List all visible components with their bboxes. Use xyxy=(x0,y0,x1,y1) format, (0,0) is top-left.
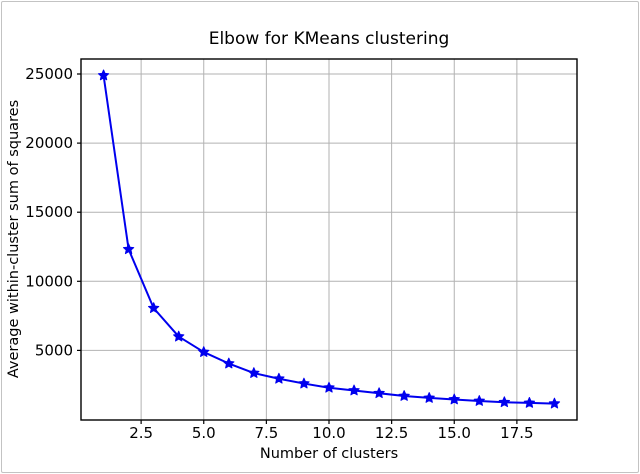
x-axis-label: Number of clusters xyxy=(259,446,399,462)
data-point-marker xyxy=(273,372,285,384)
y-axis-label: Average within-cluster sum of squares xyxy=(6,99,22,379)
data-point-marker xyxy=(97,69,110,81)
x-tick-label: 15.0 xyxy=(438,424,471,442)
data-point-marker xyxy=(173,330,185,342)
y-tick-label: 20000 xyxy=(25,134,73,152)
data-point-marker xyxy=(448,393,460,405)
y-tick-label: 15000 xyxy=(25,203,73,221)
chart-title: Elbow for KMeans clustering xyxy=(208,29,450,49)
data-point-marker xyxy=(122,243,135,255)
y-tick-label: 25000 xyxy=(25,65,73,83)
data-point-marker xyxy=(248,367,260,378)
data-point-marker xyxy=(148,302,160,313)
y-tick-label: 5000 xyxy=(35,341,73,359)
data-point-marker xyxy=(348,384,360,396)
data-point-marker xyxy=(298,377,310,389)
x-tick-label: 2.5 xyxy=(129,424,153,442)
x-tick-label: 10.0 xyxy=(312,424,345,442)
data-point-marker xyxy=(473,395,485,406)
data-point-marker xyxy=(223,357,235,369)
data-point-marker xyxy=(498,396,510,408)
data-point-marker xyxy=(423,392,435,403)
axes-spines xyxy=(80,58,578,421)
data-point-marker xyxy=(323,381,335,393)
data-point-marker xyxy=(548,397,561,409)
data-point-marker xyxy=(198,346,210,357)
y-tick-label: 10000 xyxy=(25,272,73,290)
x-tick-label: 12.5 xyxy=(375,424,408,442)
data-point-marker xyxy=(398,390,410,401)
data-point-marker xyxy=(373,387,385,399)
data-point-marker xyxy=(523,397,536,408)
x-tick-label: 7.5 xyxy=(254,424,278,442)
x-tick-label: 17.5 xyxy=(500,424,533,442)
x-tick-label: 5.0 xyxy=(192,424,216,442)
